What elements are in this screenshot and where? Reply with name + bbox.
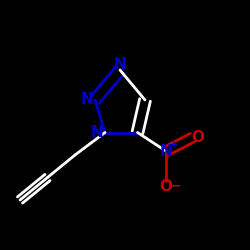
Text: N: N [114, 58, 126, 72]
Text: −: − [170, 179, 181, 192]
Text: O: O [192, 130, 204, 145]
Text: N: N [160, 144, 172, 159]
Text: +: + [170, 140, 178, 150]
Text: N: N [81, 92, 94, 108]
Text: N: N [91, 125, 104, 140]
Text: O: O [160, 179, 173, 194]
